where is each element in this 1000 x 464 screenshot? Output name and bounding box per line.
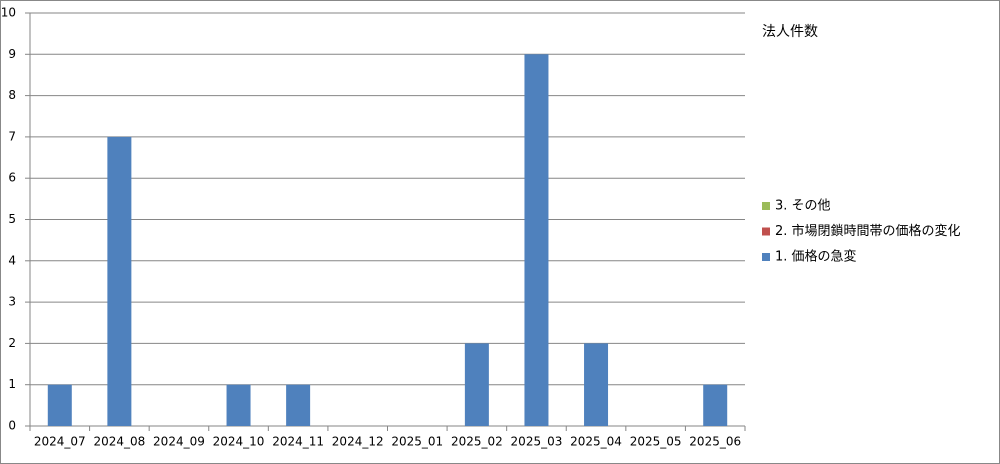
x-tick-label: 2024_07 [34, 435, 86, 449]
x-tick-label: 2024_08 [93, 435, 145, 449]
x-tick-label: 2025_02 [451, 435, 503, 449]
bar [703, 384, 728, 426]
x-tick-label: 2024_11 [272, 435, 324, 449]
y-tick-label: 2 [8, 336, 16, 350]
bar [47, 384, 72, 426]
legend-label: 1. 価格の急変 [775, 249, 857, 265]
bar [524, 54, 549, 427]
x-tick-label: 2025_05 [630, 435, 682, 449]
legend-label: 2. 市場閉鎖時間帯の価格の変化 [775, 223, 961, 239]
y-tick-label: 5 [8, 212, 16, 226]
x-tick-label: 2025_01 [391, 435, 443, 449]
x-tick-label: 2025_06 [689, 435, 741, 449]
y-tick-label: 7 [8, 129, 16, 143]
legend-swatch [762, 202, 770, 210]
bar [464, 343, 489, 426]
legend-swatch [762, 253, 770, 261]
y-tick-label: 3 [8, 295, 16, 309]
x-tick-label: 2025_04 [570, 435, 622, 449]
x-tick-label: 2025_03 [511, 435, 563, 449]
x-tick-label: 2024_12 [332, 435, 384, 449]
y-tick-label: 0 [8, 419, 16, 433]
y-tick-label: 8 [8, 88, 16, 102]
y-tick-label: 1 [8, 377, 16, 391]
x-tick-label: 2024_09 [153, 435, 205, 449]
bar [107, 136, 132, 426]
legend-title: 法人件数 [762, 24, 818, 40]
bar [226, 384, 251, 426]
legend-swatch [762, 227, 770, 236]
legend-label: 3. その他 [775, 199, 831, 214]
x-tick-label: 2024_10 [213, 435, 265, 449]
bar [584, 343, 609, 426]
y-tick-label: 10 [1, 6, 16, 20]
bar [286, 384, 311, 426]
y-tick-label: 6 [8, 171, 16, 185]
y-tick-label: 9 [8, 47, 16, 61]
y-tick-label: 4 [8, 253, 16, 267]
